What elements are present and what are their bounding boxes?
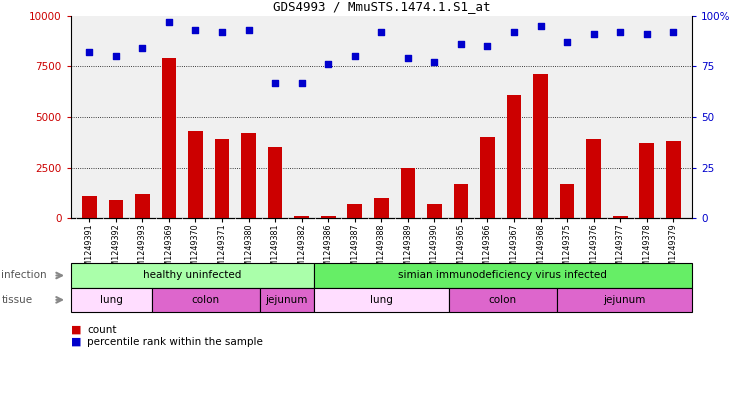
Text: colon: colon: [192, 295, 219, 305]
Point: [481, 43, 493, 49]
Point: [269, 79, 281, 86]
Bar: [109, 200, 123, 218]
Point: [216, 29, 228, 35]
Point: [136, 45, 148, 51]
Text: percentile rank within the sample: percentile rank within the sample: [87, 336, 263, 347]
Bar: [152, 288, 260, 312]
Point: [322, 61, 334, 68]
Bar: [241, 133, 256, 218]
Bar: [507, 95, 522, 218]
Bar: [161, 58, 176, 218]
Point: [615, 29, 626, 35]
Bar: [640, 143, 654, 218]
Bar: [454, 184, 468, 218]
Bar: [314, 288, 449, 312]
Bar: [374, 198, 388, 218]
Point: [83, 49, 95, 55]
Bar: [71, 263, 314, 288]
Bar: [666, 141, 681, 218]
Bar: [480, 137, 495, 218]
Text: infection: infection: [1, 270, 47, 281]
Bar: [347, 204, 362, 218]
Point: [588, 31, 600, 37]
Text: tissue: tissue: [1, 295, 33, 305]
Point: [535, 23, 547, 29]
Bar: [135, 194, 150, 218]
Bar: [71, 288, 152, 312]
Bar: [215, 139, 229, 218]
Title: GDS4993 / MmuSTS.1474.1.S1_at: GDS4993 / MmuSTS.1474.1.S1_at: [272, 0, 490, 13]
Bar: [559, 184, 574, 218]
Bar: [586, 139, 601, 218]
Text: ■: ■: [71, 325, 85, 335]
Point: [455, 41, 467, 47]
Text: lung: lung: [100, 295, 123, 305]
Text: ■: ■: [71, 336, 85, 347]
Point: [295, 79, 307, 86]
Text: jejunum: jejunum: [603, 295, 646, 305]
Bar: [82, 196, 97, 218]
Point: [667, 29, 679, 35]
Bar: [314, 263, 692, 288]
Bar: [295, 216, 309, 218]
Bar: [557, 288, 692, 312]
Point: [429, 59, 440, 65]
Bar: [321, 216, 336, 218]
Point: [163, 18, 175, 25]
Bar: [613, 216, 627, 218]
Bar: [427, 204, 442, 218]
Point: [376, 29, 388, 35]
Point: [641, 31, 652, 37]
Text: lung: lung: [370, 295, 393, 305]
Text: simian immunodeficiency virus infected: simian immunodeficiency virus infected: [398, 270, 607, 281]
Bar: [533, 74, 548, 218]
Text: count: count: [87, 325, 117, 335]
Point: [110, 53, 122, 59]
Point: [190, 27, 202, 33]
Point: [508, 29, 520, 35]
Point: [402, 55, 414, 61]
Text: colon: colon: [489, 295, 517, 305]
Point: [561, 39, 573, 45]
Bar: [188, 131, 203, 218]
Point: [349, 53, 361, 59]
Bar: [268, 147, 283, 218]
Bar: [260, 288, 314, 312]
Bar: [400, 167, 415, 218]
Point: [243, 27, 254, 33]
Text: jejunum: jejunum: [266, 295, 308, 305]
Bar: [449, 288, 557, 312]
Text: healthy uninfected: healthy uninfected: [143, 270, 241, 281]
